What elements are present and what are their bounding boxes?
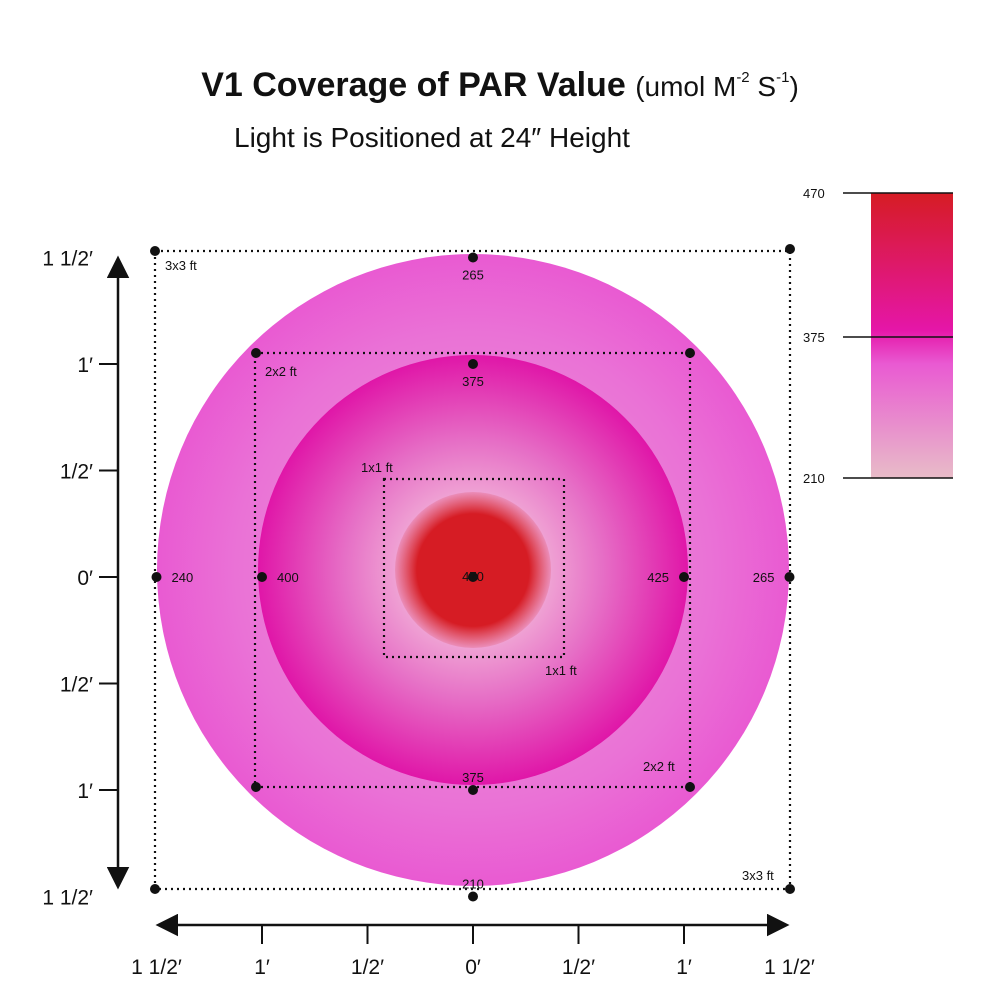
y-tick-label: 1/2′ (60, 461, 93, 484)
corner-dot (785, 884, 795, 894)
area-labels: 3x3 ft 3x3 ft 2x2 ft 2x2 ft 1x1 ft 1x1 f… (165, 258, 774, 883)
par-value-label: 265 (753, 570, 775, 585)
area-label-3x3-bottom: 3x3 ft (742, 868, 774, 883)
measurement-dot (679, 572, 689, 582)
legend-colorbar (871, 193, 953, 478)
x-tick-label: 1′ (676, 956, 692, 979)
measurement-dot (151, 572, 162, 582)
legend-label-mid: 375 (803, 330, 825, 345)
legend-label-max: 470 (803, 186, 825, 201)
y-tick-label: 1/2′ (60, 674, 93, 697)
area-label-3x3-top: 3x3 ft (165, 258, 197, 273)
y-tick-label: 0′ (77, 567, 93, 590)
x-tick-label: 1/2′ (562, 956, 595, 979)
y-tick-label: 1′ (77, 354, 93, 377)
area-1x1-box (382, 477, 566, 659)
chart-title: V1 Coverage of PAR Value (umol M-2 S-1) (0, 66, 1000, 105)
corner-dot (685, 782, 695, 792)
measurement-dot (468, 572, 478, 582)
y-tick-label: 1 1/2′ (42, 887, 93, 910)
measurement-dot (257, 572, 267, 582)
measurement-points: 470 265 210 240 265 375 375 400 425 (151, 252, 795, 902)
par-value-label: 425 (647, 570, 669, 585)
measurement-dot (468, 785, 478, 795)
par-value-label: 400 (277, 570, 299, 585)
par-value-label: 210 (462, 877, 484, 892)
area-label-1x1-top: 1x1 ft (361, 460, 393, 475)
measurement-dot (784, 572, 795, 582)
legend-label-min: 210 (803, 471, 825, 486)
corner-dot (150, 246, 160, 256)
area-label-2x2-top: 2x2 ft (265, 364, 297, 379)
x-tick-label: 1′ (254, 956, 270, 979)
par-value-label: 240 (172, 570, 194, 585)
y-tick-label: 1 1/2′ (42, 248, 93, 271)
y-tick-label: 1′ (77, 780, 93, 803)
axis-ticks: 1 1/2′ 1′ 1/2′ 0′ 1/2′ 1′ 1 1/2′ 1 1/2′ 1′ 1/2′ 0′… (42, 248, 815, 980)
chart-subtitle: Light is Positioned at 24″ Height (234, 122, 630, 153)
title-main: V1 Coverage of PAR Value (201, 66, 626, 104)
area-3x3-box (153, 249, 792, 891)
corner-dot (251, 782, 261, 792)
x-tick-label: 1/2′ (351, 956, 384, 979)
zone-core (395, 492, 551, 648)
x-tick-label: 1 1/2′ (764, 956, 815, 979)
par-value-label: 375 (462, 374, 484, 389)
par-value-label: 265 (462, 268, 484, 283)
x-tick-label: 0′ (465, 956, 481, 979)
corner-dot (150, 884, 160, 894)
title-unit: (umol M-2 S-1) (635, 68, 799, 102)
par-value-label: 375 (462, 770, 484, 785)
x-tick-label: 1 1/2′ (131, 956, 182, 979)
measurement-dot (468, 359, 478, 369)
corner-dot (685, 348, 695, 358)
par-value-label: 470 (462, 569, 484, 584)
area-label-2x2-bottom: 2x2 ft (643, 759, 675, 774)
measurement-dot (468, 891, 478, 902)
measurement-dot (468, 252, 478, 263)
corner-dot (785, 244, 795, 254)
area-label-1x1-bottom: 1x1 ft (545, 663, 577, 678)
corner-dot (251, 348, 261, 358)
